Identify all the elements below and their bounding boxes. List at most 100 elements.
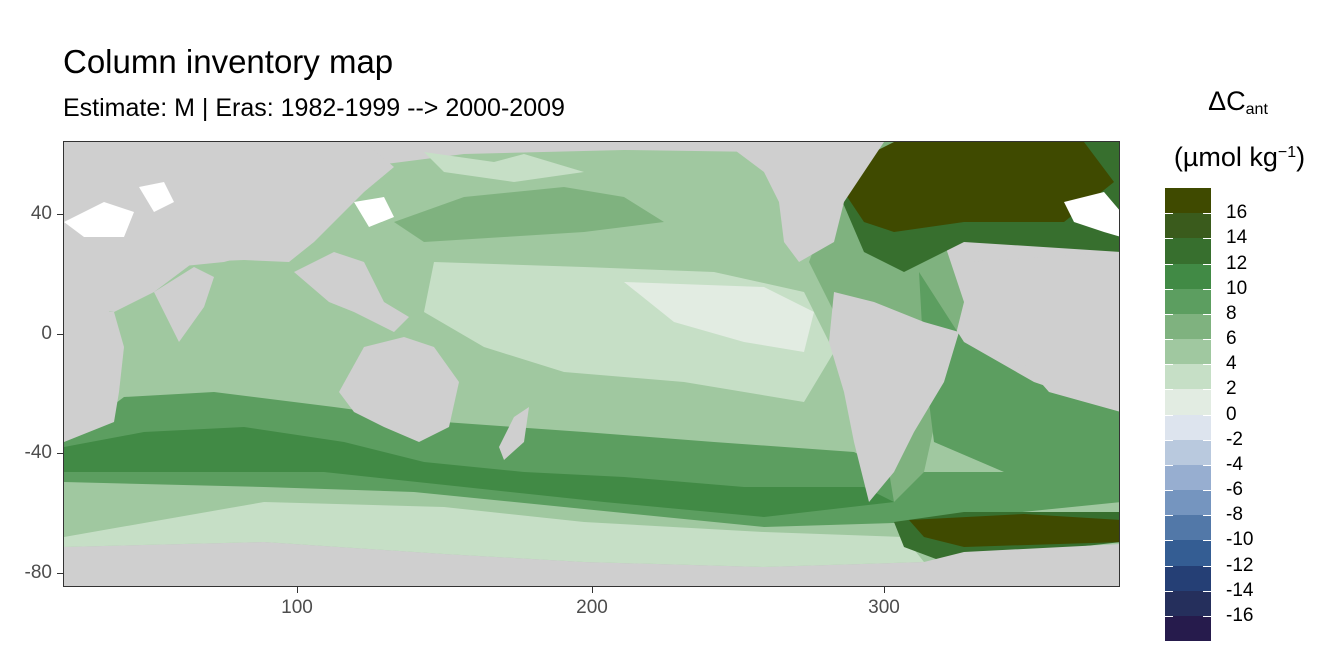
legend-swatch bbox=[1165, 213, 1211, 239]
legend-tick bbox=[1165, 238, 1173, 239]
x-tickmark-300 bbox=[884, 587, 885, 593]
legend-tick bbox=[1203, 540, 1211, 541]
ocean-southern-band-dark bbox=[64, 427, 894, 517]
legend-label: -16 bbox=[1226, 605, 1254, 626]
map-canvas bbox=[64, 142, 1119, 586]
legend-tick bbox=[1203, 465, 1211, 466]
land-south-america bbox=[829, 292, 959, 502]
legend-label: 16 bbox=[1226, 202, 1248, 223]
land-southeast-asia bbox=[294, 252, 409, 332]
legend-label: 14 bbox=[1226, 227, 1248, 248]
y-tickmark-40 bbox=[57, 214, 63, 215]
legend-unit: (µmol kg−1) bbox=[1162, 136, 1317, 174]
legend-tick bbox=[1165, 364, 1173, 365]
map-subtitle: Estimate: M | Eras: 1982-1999 --> 2000-2… bbox=[63, 94, 565, 122]
legend-tick bbox=[1165, 465, 1173, 466]
nodata-patch-1 bbox=[64, 202, 134, 237]
ocean-south-atlantic-16 bbox=[909, 514, 1119, 547]
ocean-atlantic-east bbox=[919, 272, 1119, 472]
legend-label: -4 bbox=[1226, 454, 1243, 475]
legend-label: -8 bbox=[1226, 504, 1243, 525]
legend-tick bbox=[1165, 314, 1173, 315]
legend-tick bbox=[1165, 213, 1173, 214]
map-title: Column inventory map bbox=[63, 43, 394, 80]
legend-label: -12 bbox=[1226, 555, 1254, 576]
legend-swatch bbox=[1165, 339, 1211, 365]
legend-swatch bbox=[1165, 288, 1211, 315]
legend-tick bbox=[1165, 591, 1173, 592]
legend-tick bbox=[1203, 339, 1211, 340]
legend-label: 8 bbox=[1226, 303, 1237, 324]
legend-tick bbox=[1165, 490, 1173, 491]
legend-swatch bbox=[1165, 188, 1211, 214]
y-tick-label: -40 bbox=[24, 442, 52, 463]
legend-tick bbox=[1203, 566, 1211, 567]
legend-unit-suffix: ) bbox=[1296, 142, 1306, 172]
legend-tick bbox=[1203, 213, 1211, 214]
x-tick-label: 100 bbox=[281, 597, 313, 618]
legend-tick bbox=[1203, 616, 1211, 617]
ocean-equatorial-east bbox=[624, 282, 814, 352]
legend-tick bbox=[1165, 339, 1173, 340]
legend-swatch bbox=[1165, 238, 1211, 264]
ocean-north-atlantic-16 bbox=[844, 142, 1114, 232]
legend-swatch bbox=[1165, 389, 1211, 415]
ocean-north-pacific-light bbox=[424, 152, 584, 182]
legend-tick bbox=[1203, 314, 1211, 315]
legend-tick bbox=[1203, 238, 1211, 239]
nodata-patch-3 bbox=[1064, 192, 1119, 237]
legend-colorbar bbox=[1165, 188, 1211, 642]
land-west-africa bbox=[964, 252, 1119, 412]
x-tickmark-100 bbox=[297, 587, 298, 593]
legend-tick bbox=[1165, 415, 1173, 416]
legend-tick bbox=[1165, 289, 1173, 290]
legend-swatch bbox=[1165, 615, 1211, 642]
legend-label: 2 bbox=[1226, 378, 1237, 399]
legend-tick bbox=[1165, 540, 1173, 541]
legend-swatch bbox=[1165, 464, 1211, 491]
legend-tick bbox=[1203, 415, 1211, 416]
legend-tick bbox=[1165, 616, 1173, 617]
legend-title-main: ΔC bbox=[1208, 86, 1246, 116]
ocean-southern-light bbox=[64, 502, 924, 567]
legend-swatch bbox=[1165, 540, 1211, 566]
legend-tick bbox=[1165, 264, 1173, 265]
legend-tick bbox=[1165, 566, 1173, 567]
legend-tick bbox=[1203, 389, 1211, 390]
legend-swatch bbox=[1165, 414, 1211, 441]
y-tick-label: 40 bbox=[30, 203, 52, 224]
land-north-america bbox=[724, 142, 884, 262]
legend-swatch bbox=[1165, 439, 1211, 466]
legend-tick bbox=[1203, 591, 1211, 592]
land-india bbox=[154, 267, 214, 342]
land-new-zealand bbox=[499, 407, 529, 460]
y-tickmark-minus40 bbox=[57, 453, 63, 454]
legend-label: 6 bbox=[1226, 328, 1237, 349]
legend-swatch bbox=[1165, 490, 1211, 516]
land-eurasia-north bbox=[64, 142, 394, 312]
legend-swatch bbox=[1165, 313, 1211, 340]
legend-tick bbox=[1203, 440, 1211, 441]
legend-label: 4 bbox=[1226, 353, 1237, 374]
legend-swatch bbox=[1165, 364, 1211, 390]
legend-label: -6 bbox=[1226, 479, 1243, 500]
land-antarctica bbox=[64, 542, 1119, 586]
legend-tick bbox=[1203, 289, 1211, 290]
legend-tick bbox=[1203, 515, 1211, 516]
x-tick-label: 200 bbox=[576, 597, 608, 618]
ocean-north-pacific-inner bbox=[394, 187, 664, 242]
legend-tick bbox=[1165, 515, 1173, 516]
legend-swatch bbox=[1165, 515, 1211, 541]
legend-unit-prefix: (µmol kg bbox=[1173, 142, 1278, 172]
legend-label: 10 bbox=[1226, 278, 1248, 299]
legend-tick bbox=[1203, 264, 1211, 265]
legend-tick bbox=[1203, 490, 1211, 491]
legend-title-subscript: ant bbox=[1245, 101, 1268, 118]
y-tick-label: 0 bbox=[41, 323, 52, 344]
legend-unit-superscript: −1 bbox=[1277, 144, 1297, 161]
legend-label: -2 bbox=[1226, 429, 1243, 450]
legend-swatch bbox=[1165, 263, 1211, 290]
x-tickmark-200 bbox=[592, 587, 593, 593]
land-australia bbox=[339, 337, 459, 442]
legend-tick bbox=[1203, 364, 1211, 365]
